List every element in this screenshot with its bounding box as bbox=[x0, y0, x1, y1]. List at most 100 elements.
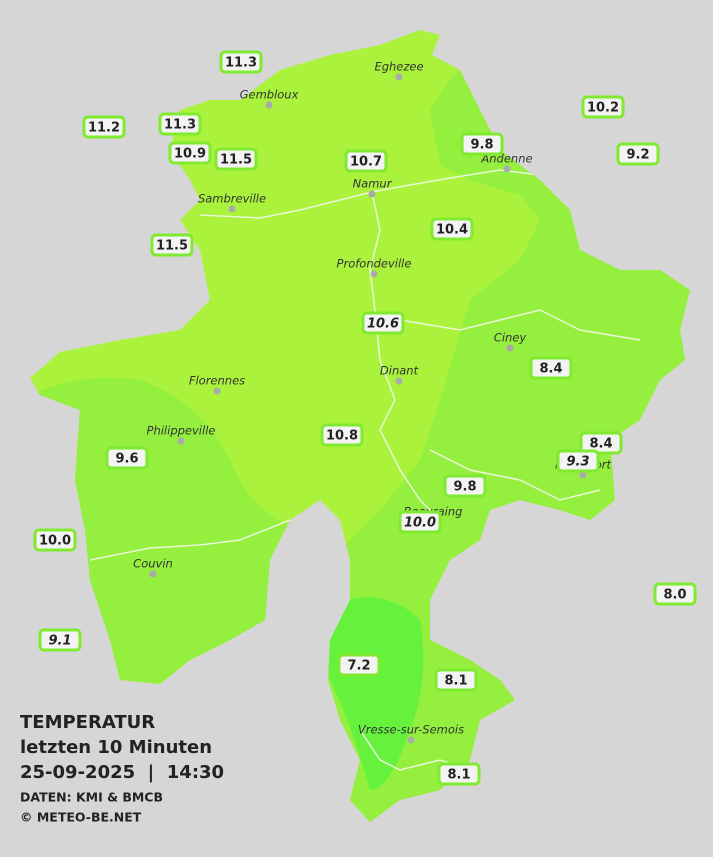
station-box bbox=[214, 147, 258, 171]
station: 7.2 bbox=[337, 653, 381, 677]
station-value: 11.3 bbox=[225, 56, 257, 71]
station-value: 9.2 bbox=[626, 148, 649, 163]
town-label: Namur bbox=[353, 177, 393, 191]
station-box bbox=[150, 233, 194, 257]
station: 8.4 bbox=[529, 356, 573, 380]
station-value: 9.8 bbox=[453, 480, 476, 495]
legend-copyright: © METEO-BE.NET bbox=[20, 810, 142, 825]
station-box bbox=[581, 95, 625, 119]
station-box bbox=[460, 132, 504, 156]
town-dot bbox=[579, 471, 587, 479]
station-value: 8.4 bbox=[539, 362, 562, 377]
station: 10.2 bbox=[581, 95, 625, 119]
station: 9.8 bbox=[460, 132, 504, 156]
town-dot bbox=[228, 205, 236, 213]
station-value: 11.2 bbox=[88, 121, 120, 136]
station-value: 10.2 bbox=[587, 101, 619, 116]
town-dot bbox=[265, 101, 273, 109]
town-dot bbox=[149, 570, 157, 578]
station-box bbox=[38, 628, 82, 652]
station: 9.3 bbox=[556, 449, 600, 473]
station-value: 10.6 bbox=[367, 317, 399, 332]
station-box bbox=[443, 474, 487, 498]
station: 8.4 bbox=[579, 431, 623, 455]
station-value: 8.1 bbox=[447, 768, 470, 783]
town-dot bbox=[503, 165, 511, 173]
town-dot bbox=[368, 190, 376, 198]
station-value: 9.6 bbox=[115, 452, 138, 467]
legend-period: letzten 10 Minuten bbox=[20, 737, 212, 758]
legend-source: DATEN: KMI & BMCB bbox=[20, 790, 163, 805]
station: 11.5 bbox=[214, 147, 258, 171]
station: 8.0 bbox=[653, 582, 697, 606]
station-value: 8.4 bbox=[589, 437, 612, 452]
station-value: 11.3 bbox=[164, 118, 196, 133]
town-label: Dinant bbox=[380, 364, 419, 378]
town-dot bbox=[370, 270, 378, 278]
station: 9.1 bbox=[38, 628, 82, 652]
station: 10.9 bbox=[168, 141, 212, 165]
station-box bbox=[579, 431, 623, 455]
town-label: Profondeville bbox=[337, 257, 412, 271]
station: 8.1 bbox=[437, 762, 481, 786]
station-value: 10.8 bbox=[326, 429, 358, 444]
station-box bbox=[33, 528, 77, 552]
station-value: 9.3 bbox=[566, 455, 589, 470]
station-value: 8.0 bbox=[663, 588, 686, 603]
station-box bbox=[434, 668, 478, 692]
station-box bbox=[320, 423, 364, 447]
station-box bbox=[361, 311, 405, 335]
town-dot bbox=[407, 736, 415, 744]
station: 9.6 bbox=[105, 446, 149, 470]
town-label: Philippeville bbox=[147, 424, 216, 438]
station-box bbox=[105, 446, 149, 470]
town-label: Couvin bbox=[133, 557, 173, 571]
station: 10.4 bbox=[430, 217, 474, 241]
station-box bbox=[529, 356, 573, 380]
station-value: 9.8 bbox=[470, 138, 493, 153]
legend-title: TEMPERATUR bbox=[20, 712, 155, 733]
station-value: 11.5 bbox=[220, 153, 252, 168]
station: 10.0 bbox=[398, 510, 442, 534]
station-box bbox=[82, 115, 126, 139]
station-value: 10.0 bbox=[404, 516, 436, 531]
town-dot bbox=[213, 387, 221, 395]
station-value: 10.0 bbox=[39, 534, 71, 549]
station-value: 9.1 bbox=[48, 634, 71, 649]
station: 10.6 bbox=[361, 311, 405, 335]
station-value: 10.7 bbox=[350, 155, 382, 170]
town-label: Eghezee bbox=[374, 60, 423, 74]
station: 11.2 bbox=[82, 115, 126, 139]
town-label: Vresse-sur-Semois bbox=[358, 723, 464, 737]
town-label: Ciney bbox=[494, 331, 527, 345]
station: 10.0 bbox=[33, 528, 77, 552]
station-box bbox=[653, 582, 697, 606]
station: 9.2 bbox=[616, 142, 660, 166]
station: 10.8 bbox=[320, 423, 364, 447]
station-box bbox=[398, 510, 442, 534]
station: 11.3 bbox=[158, 112, 202, 136]
station-value: 10.4 bbox=[436, 223, 468, 238]
town-dot bbox=[177, 437, 185, 445]
town-dot bbox=[506, 344, 514, 352]
station: 9.8 bbox=[443, 474, 487, 498]
station-box bbox=[437, 762, 481, 786]
station-value: 7.2 bbox=[347, 659, 370, 674]
station-box bbox=[616, 142, 660, 166]
station-box bbox=[168, 141, 212, 165]
station: 8.1 bbox=[434, 668, 478, 692]
station-value: 10.9 bbox=[174, 147, 206, 162]
town-label: Gembloux bbox=[240, 88, 299, 102]
station: 10.7 bbox=[344, 149, 388, 173]
station-value: 8.1 bbox=[444, 674, 467, 689]
station-box bbox=[219, 50, 263, 74]
town-label: Sambreville bbox=[198, 192, 266, 206]
station-box bbox=[344, 149, 388, 173]
station-box bbox=[430, 217, 474, 241]
legend-datetime: 25-09-2025 | 14:30 bbox=[20, 762, 224, 783]
town-dot bbox=[395, 73, 403, 81]
station-box bbox=[556, 449, 600, 473]
station-box bbox=[337, 653, 381, 677]
station-value: 11.5 bbox=[156, 239, 188, 254]
